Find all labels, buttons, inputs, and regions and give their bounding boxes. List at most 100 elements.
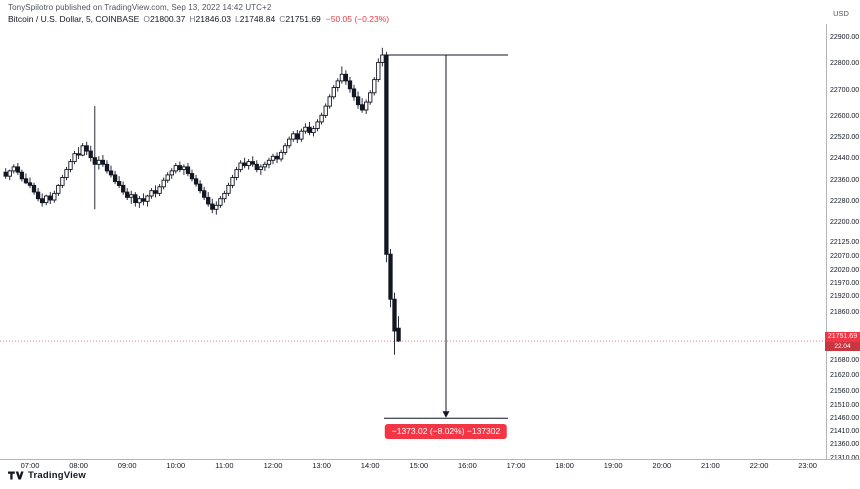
- price-axis-label: 22520.00: [830, 134, 860, 142]
- candle: [376, 58, 381, 83]
- candle: [149, 188, 154, 199]
- candle: [295, 129, 300, 144]
- candle: [7, 169, 12, 181]
- time-axis-label: 12:00: [263, 461, 283, 470]
- price-axis-label: 21920.00: [830, 293, 860, 301]
- candle: [274, 152, 280, 163]
- time-axis-label: 11:00: [215, 461, 234, 470]
- candle: [355, 91, 361, 109]
- price-axis-label: 22600.00: [830, 113, 860, 121]
- candle: [35, 188, 41, 202]
- candle: [258, 164, 264, 175]
- candles-layer: [3, 47, 401, 355]
- low-label: L: [235, 14, 240, 24]
- time-axis-label: 21:00: [701, 461, 720, 470]
- candle: [270, 153, 276, 165]
- tradingview-brand[interactable]: TradingView: [8, 470, 86, 481]
- candle: [303, 123, 308, 134]
- symbol-title: Bitcoin / U.S. Dollar, 5, COINBASE: [8, 14, 140, 24]
- candle: [335, 78, 340, 92]
- candle: [88, 145, 93, 162]
- candle: [254, 160, 259, 173]
- candle: [23, 173, 29, 185]
- price-axis-label: 22440.00: [830, 155, 860, 163]
- candle: [234, 166, 239, 181]
- candle: [331, 84, 336, 100]
- candle: [210, 198, 215, 214]
- candle: [48, 192, 53, 204]
- measure-badge[interactable]: −1373.02 (−8.02%) −137302: [384, 424, 508, 440]
- candle: [218, 196, 223, 208]
- candle: [206, 192, 211, 207]
- candle: [76, 147, 81, 159]
- candle: [108, 165, 114, 178]
- candle: [181, 164, 187, 175]
- candle: [133, 192, 138, 207]
- candle: [266, 157, 272, 169]
- price-axis[interactable]: 22900.00 22800.00 22700.00 22600.00 22520.00…: [826, 0, 860, 459]
- candle: [193, 174, 199, 187]
- price-axis-label: 21680.00: [830, 356, 860, 364]
- price-change: −50.05 (−0.23%): [325, 14, 390, 24]
- candle: [80, 143, 85, 157]
- candle: [347, 77, 353, 93]
- price-axis-label: 22200.00: [830, 218, 860, 226]
- price-axis-label: 21460.00: [830, 414, 860, 422]
- candle: [359, 98, 365, 113]
- price-axis-label: 21860.00: [830, 308, 860, 316]
- time-axis-label: 17:00: [506, 461, 526, 470]
- candle: [222, 190, 227, 203]
- candle: [388, 249, 393, 308]
- symbol-info-bar[interactable]: Bitcoin / U.S. Dollar, 5, COINBASE O21800…: [8, 14, 389, 24]
- candle: [189, 169, 195, 182]
- measure-price-range-tool[interactable]: [384, 54, 508, 419]
- price-axis-label: 22700.00: [830, 86, 860, 94]
- candle: [246, 159, 251, 170]
- candle: [287, 136, 292, 149]
- candle: [60, 174, 65, 189]
- candle: [15, 163, 21, 175]
- close-label: C: [279, 14, 286, 24]
- time-axis-label: 10:00: [166, 461, 186, 470]
- time-axis[interactable]: 07:00 08:00 09:00 10:00 11:00 12:00 13:00 14:00…: [0, 461, 826, 473]
- candle: [368, 90, 373, 105]
- candle: [351, 84, 357, 101]
- candle: [250, 156, 255, 167]
- candle: [165, 172, 170, 183]
- candle: [242, 157, 247, 169]
- price-axis-label: 22125.00: [830, 238, 860, 246]
- candle: [197, 180, 203, 194]
- candle: [31, 182, 37, 195]
- candle: [116, 176, 122, 189]
- candle: [121, 181, 126, 195]
- candle: [72, 151, 77, 165]
- candle: [202, 186, 207, 200]
- close-value: 21751.69: [285, 14, 321, 24]
- candle: [307, 121, 312, 136]
- candle: [161, 177, 166, 190]
- candle: [364, 99, 369, 114]
- candle: [392, 292, 397, 355]
- candle: [141, 193, 146, 206]
- last-price-value: 21751.69: [825, 331, 860, 342]
- time-axis-label: 19:00: [603, 461, 623, 470]
- candle: [112, 170, 118, 185]
- open-label: O: [143, 14, 150, 24]
- time-axis-label: 18:00: [555, 461, 574, 470]
- candle-countdown: 22.04: [825, 341, 860, 351]
- publish-attribution: TonySpilotro published on TradingView.co…: [8, 3, 272, 12]
- candle: [19, 169, 25, 182]
- time-axis-label: 07:00: [20, 461, 40, 470]
- time-axis-label: 13:00: [312, 461, 331, 470]
- candle: [299, 128, 304, 142]
- candle: [96, 156, 102, 170]
- candle: [315, 119, 320, 132]
- price-axis-label: 22070.00: [830, 253, 860, 261]
- candle: [230, 174, 235, 189]
- candle: [52, 190, 57, 203]
- time-axis-label: 14:00: [360, 461, 380, 470]
- candle: [238, 160, 243, 173]
- candle: [84, 141, 89, 155]
